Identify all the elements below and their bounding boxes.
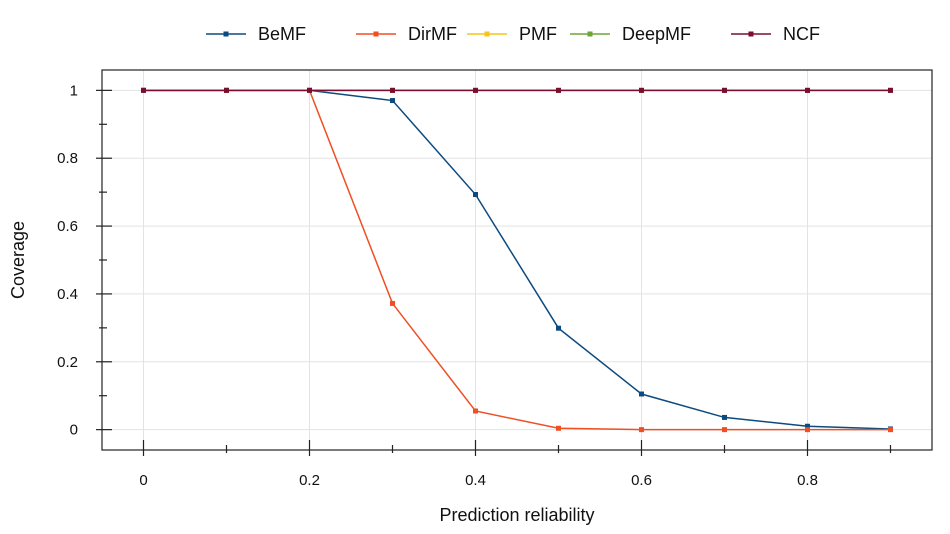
data-point-bemf: [639, 391, 644, 397]
legend-swatch-marker: [373, 31, 379, 37]
data-point-ncf: [639, 87, 644, 93]
legend: BeMF DirMF PMF DeepMF NCF: [206, 24, 820, 44]
data-point-ncf: [141, 87, 146, 93]
grid: [102, 70, 932, 450]
axis-ticks: 0 0.2 0.4 0.6 0.8 0 0.2 0.4 0.6 0.8 1: [57, 82, 892, 489]
x-tick-label: 0.8: [797, 472, 818, 489]
legend-item-pmf: PMF: [467, 24, 557, 44]
y-tick-label: 0.4: [57, 286, 78, 303]
y-tick-label: 0.2: [57, 354, 78, 371]
data-point-ncf: [224, 87, 229, 93]
data-point-ncf: [473, 87, 478, 93]
series-ncf: [141, 87, 893, 93]
legend-swatch-marker: [223, 31, 229, 37]
y-tick-label: 1: [70, 82, 78, 99]
data-point-dirmf: [888, 427, 893, 433]
legend-item-deepmf: DeepMF: [570, 24, 691, 44]
data-point-dirmf: [722, 427, 727, 433]
legend-label-ncf: NCF: [783, 24, 820, 44]
legend-swatch-marker: [748, 31, 754, 37]
legend-label-deepmf: DeepMF: [622, 24, 691, 44]
data-point-dirmf: [390, 300, 395, 306]
y-tick-label: 0: [70, 422, 78, 439]
data-point-bemf: [390, 98, 395, 104]
series-lines: [141, 87, 893, 433]
legend-label-dirmf: DirMF: [408, 24, 457, 44]
y-tick-label: 0.8: [57, 150, 78, 167]
legend-item-dirmf: DirMF: [356, 24, 457, 44]
data-point-bemf: [556, 325, 561, 331]
data-point-ncf: [722, 87, 727, 93]
data-point-bemf: [722, 414, 727, 420]
data-point-ncf: [307, 87, 312, 93]
legend-label-pmf: PMF: [519, 24, 557, 44]
series-bemf: [141, 87, 893, 432]
x-tick-label: 0.6: [631, 472, 652, 489]
y-axis-title: Coverage: [8, 221, 28, 299]
legend-swatch-marker: [484, 31, 490, 37]
data-point-dirmf: [805, 427, 810, 433]
legend-label-bemf: BeMF: [258, 24, 306, 44]
legend-item-bemf: BeMF: [206, 24, 306, 44]
data-point-bemf: [805, 423, 810, 429]
data-point-dirmf: [473, 408, 478, 414]
data-point-dirmf: [556, 425, 561, 431]
data-point-ncf: [805, 87, 810, 93]
data-point-ncf: [888, 87, 893, 93]
y-tick-label: 0.6: [57, 218, 78, 235]
data-point-ncf: [556, 87, 561, 93]
series-line-bemf: [143, 89, 891, 430]
x-tick-label: 0: [139, 472, 147, 489]
x-tick-label: 0.2: [299, 472, 320, 489]
legend-item-ncf: NCF: [731, 24, 820, 44]
data-point-dirmf: [639, 427, 644, 433]
legend-swatch-marker: [587, 31, 593, 37]
data-point-ncf: [390, 87, 395, 93]
x-axis-title: Prediction reliability: [439, 505, 594, 525]
data-point-bemf: [473, 192, 478, 198]
x-tick-label: 0.4: [465, 472, 486, 489]
